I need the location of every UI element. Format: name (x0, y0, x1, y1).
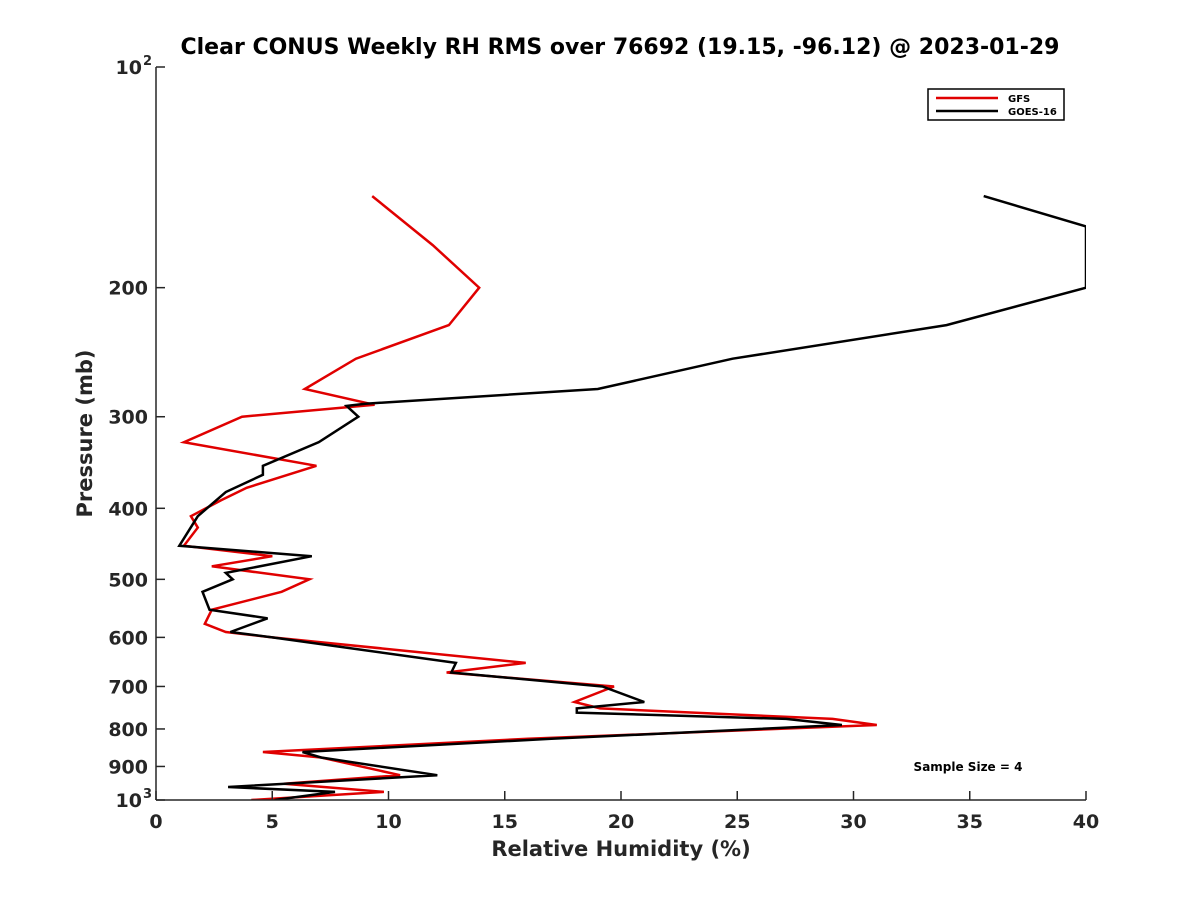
x-tick-label: 0 (149, 811, 162, 833)
x-tick-label: 35 (957, 811, 983, 833)
series-layer (177, 194, 1086, 800)
legend-label-gfs: GFS (1008, 94, 1030, 105)
x-tick-label: 5 (266, 811, 279, 833)
x-tick-label: 15 (492, 811, 518, 833)
y-tick-label: 10 (116, 790, 142, 812)
y-tick-label: 10 (116, 57, 142, 79)
y-tick-label: 200 (108, 278, 148, 300)
chart-title: Clear CONUS Weekly RH RMS over 76692 (19… (181, 35, 1060, 60)
y-tick-label: 900 (108, 756, 148, 778)
y-tick-label: 600 (108, 627, 148, 649)
legend: GFS GOES-16 (927, 88, 1065, 121)
x-tick-label: 25 (724, 811, 750, 833)
y-tick-label: 700 (108, 676, 148, 698)
x-tick-label: 10 (375, 811, 401, 833)
y-tick-exponent: 2 (143, 54, 152, 69)
y-tick-exponent: 3 (143, 787, 152, 802)
x-axis-label: Relative Humidity (%) (491, 837, 750, 861)
x-tick-label: 20 (608, 811, 634, 833)
y-tick-label: 800 (108, 719, 148, 741)
x-tick-label: 40 (1073, 811, 1099, 833)
series-line-goes16 (177, 194, 1086, 800)
y-axis-label: Pressure (mb) (73, 350, 97, 518)
x-axis-ticks: 0 5 10 15 20 25 30 35 40 (149, 791, 1099, 833)
y-tick-label: 300 (108, 407, 148, 429)
y-tick-label: 400 (108, 498, 148, 520)
plot-area (156, 67, 1086, 800)
x-tick-label: 30 (840, 811, 866, 833)
legend-label-goes16: GOES-16 (1008, 107, 1057, 118)
sample-size-annotation: Sample Size = 4 (914, 760, 1023, 774)
legend-box (927, 88, 1065, 121)
y-tick-label: 500 (108, 569, 148, 591)
